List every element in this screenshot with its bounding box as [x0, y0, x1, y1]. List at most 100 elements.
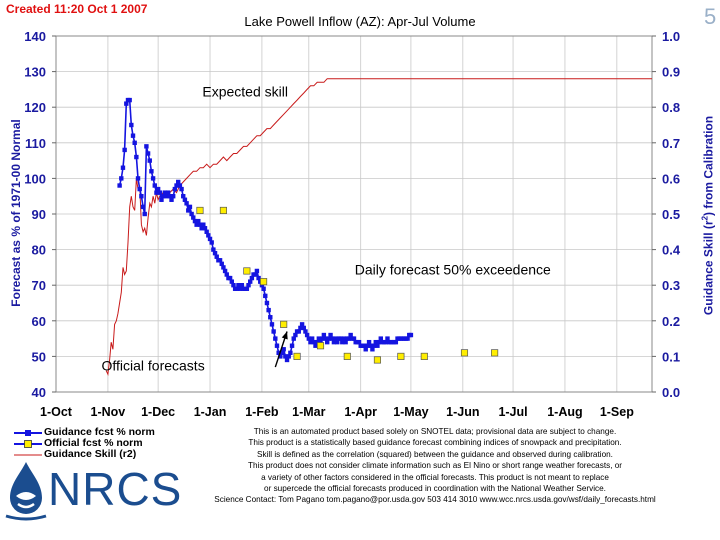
guidance-point — [328, 332, 333, 338]
guidance-point — [211, 247, 216, 252]
guidance-point — [281, 347, 286, 352]
x-ticks: 1-Oct 1-Nov 1-Dec 1-Jan 1-Feb 1-Mar 1-Apr 1-May… — [40, 405, 634, 419]
guidance-point — [371, 343, 377, 348]
x-tick-label: 1-Jul — [498, 405, 527, 419]
guidance-point — [311, 339, 317, 345]
y-tick-label-left: 50 — [32, 349, 46, 364]
guidance-point — [224, 272, 229, 277]
guidance-point — [154, 190, 159, 195]
guidance-point — [142, 211, 147, 217]
guidance-point — [273, 336, 278, 341]
guidance-point — [279, 350, 285, 356]
guidance-point — [373, 339, 378, 345]
guidance-point — [376, 339, 382, 345]
guidance-point — [132, 140, 137, 145]
guidance-point — [323, 336, 328, 341]
legend-label-skill: Guidance Skill (r2) — [44, 448, 137, 460]
y-tick-label-right: 0.4 — [662, 243, 681, 258]
guidance-point — [186, 208, 191, 213]
guidance-point — [172, 186, 178, 192]
guidance-point — [375, 343, 380, 348]
guidance-point — [147, 158, 152, 163]
guidance-point — [289, 343, 295, 348]
disclaimer-line: This product does not consider climate i… — [247, 461, 623, 471]
guidance-point — [346, 336, 352, 341]
disclaimer-line: This is an automated product based solel… — [253, 427, 617, 436]
skill-series — [105, 78, 652, 376]
y-tick-label-right: 0.9 — [662, 65, 680, 80]
annotations: Expected skill Daily forecast 50% exceede… — [101, 84, 551, 374]
y-tick-label-right: 0.2 — [662, 314, 680, 329]
guidance-point — [341, 336, 347, 341]
guidance-point — [383, 339, 389, 345]
y-tick-label-right: 0.3 — [662, 278, 680, 293]
guidance-point — [301, 325, 306, 331]
official-point — [243, 267, 251, 275]
guidance-point — [365, 343, 370, 348]
guidance-point — [239, 283, 245, 288]
annotation-label: Official forecasts — [101, 358, 204, 374]
guidance-point — [264, 300, 270, 306]
guidance-point — [176, 179, 181, 185]
guidance-point — [318, 339, 323, 345]
x-tick-label: 1-Nov — [91, 405, 126, 419]
disclaimer-block: This is an automated product based solel… — [200, 426, 670, 506]
nrcs-logo-text: NRCS — [48, 463, 183, 515]
guidance-point — [199, 226, 204, 231]
guidance-point — [192, 218, 198, 224]
guidance-point — [351, 336, 357, 341]
guidance-point — [283, 354, 288, 359]
guidance-point — [206, 233, 211, 238]
official-point — [219, 206, 227, 214]
x-tick-label: 1-Sep — [600, 405, 634, 419]
guidance-point — [170, 194, 176, 199]
guidance-point — [309, 336, 315, 341]
guidance-point — [348, 332, 353, 338]
guidance-point — [393, 339, 399, 345]
guidance-point — [189, 211, 194, 217]
y-ticks-left: 40 50 60 70 80 90 100 110 120 130 140 — [24, 29, 56, 400]
guidance-point — [408, 332, 414, 338]
guidance-point — [405, 336, 410, 341]
guidance-point — [160, 194, 166, 199]
guidance-point — [286, 354, 291, 359]
guidance-point — [234, 286, 240, 291]
guidance-point — [319, 336, 325, 341]
guidance-point — [276, 350, 281, 356]
guidance-point — [179, 186, 184, 192]
guidance-point — [209, 240, 214, 245]
guidance-point — [296, 329, 301, 334]
x-tick-label: 1-Apr — [344, 405, 377, 419]
official-point — [397, 352, 405, 360]
guidance-point — [177, 183, 183, 188]
guidance-point — [181, 194, 186, 199]
guidance-point — [182, 197, 188, 202]
official-point — [343, 352, 351, 360]
guidance-point — [139, 194, 144, 199]
guidance-point — [227, 275, 233, 281]
guidance-point — [164, 194, 169, 199]
guidance-point — [187, 204, 193, 210]
y-tick-label-right: 1.0 — [662, 29, 680, 44]
guidance-point — [212, 250, 218, 256]
guidance-point — [150, 176, 156, 181]
guidance-point — [316, 336, 322, 341]
y-tick-label-left: 80 — [32, 243, 46, 258]
official-point — [316, 342, 325, 350]
y-tick-label-right: 0.6 — [662, 171, 680, 186]
guidance-point — [152, 183, 157, 188]
chart-canvas: 40 50 60 70 80 90 100 110 120 130 140 0.0 0.1 0.2 0.3… — [24, 29, 681, 419]
y-tick-label-left: 40 — [32, 385, 46, 400]
guidance-point — [120, 165, 126, 170]
x-tick-label: 1-Feb — [245, 405, 279, 419]
guidance-point — [244, 286, 250, 291]
guidance-point — [269, 322, 275, 327]
guidance-point — [308, 339, 313, 345]
guidance-point — [145, 151, 151, 156]
guidance-point — [196, 218, 201, 224]
guidance-point — [202, 226, 208, 231]
guidance-point — [263, 293, 268, 299]
x-tick-label: 1-Mar — [292, 405, 325, 419]
nrcs-drop-icon — [5, 462, 47, 521]
guidance-point — [246, 283, 251, 288]
